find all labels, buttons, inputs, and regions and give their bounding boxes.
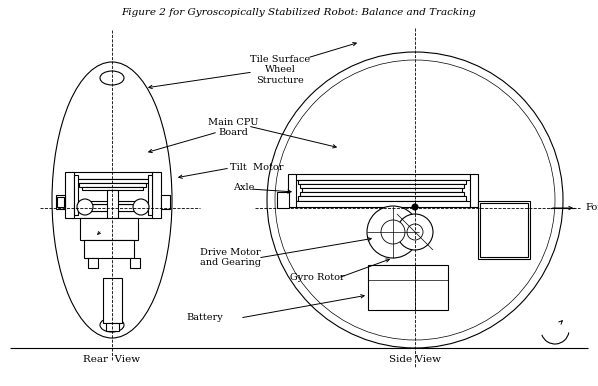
Bar (295, 174, 470, 180)
Text: Side View: Side View (389, 356, 441, 364)
Circle shape (77, 199, 93, 215)
Bar (300, 192, 464, 196)
Bar (107, 190, 118, 218)
Bar (76, 179, 150, 183)
Bar (300, 184, 464, 188)
Bar (368, 265, 448, 310)
Bar (72, 172, 154, 179)
Bar (65, 172, 74, 218)
Bar (76, 204, 150, 211)
Bar (480, 203, 528, 257)
Text: Forward: Forward (585, 203, 598, 213)
Bar (74, 175, 78, 215)
Bar (470, 174, 478, 207)
Ellipse shape (100, 71, 124, 85)
Text: Tile Surface
Wheel
Structure: Tile Surface Wheel Structure (250, 55, 310, 85)
Text: Gyro Rotor: Gyro Rotor (290, 274, 345, 283)
Bar (478, 201, 530, 259)
Bar (148, 175, 152, 215)
Bar (88, 258, 98, 268)
Circle shape (367, 206, 419, 258)
Circle shape (381, 220, 405, 244)
Bar (298, 196, 466, 201)
Text: Axle: Axle (233, 183, 254, 193)
Bar (295, 201, 470, 207)
Bar (302, 188, 462, 192)
Text: Rear  View: Rear View (84, 356, 141, 364)
Text: Drive Motor
and Gearing: Drive Motor and Gearing (200, 248, 261, 267)
Bar (72, 211, 154, 218)
Circle shape (275, 60, 555, 340)
Bar (103, 278, 122, 323)
Bar (277, 192, 289, 208)
Text: Battery: Battery (187, 313, 224, 322)
Bar (152, 172, 161, 218)
Bar (298, 180, 466, 184)
Circle shape (267, 52, 563, 348)
Circle shape (397, 214, 433, 250)
Bar (288, 174, 296, 207)
Bar (106, 323, 119, 331)
Circle shape (412, 204, 418, 210)
Ellipse shape (100, 318, 124, 332)
Bar (161, 195, 170, 209)
Bar (57, 197, 64, 207)
Bar (84, 240, 134, 258)
Ellipse shape (52, 62, 172, 338)
Text: Figure 2 for Gyroscopically Stabilized Robot: Balance and Tracking: Figure 2 for Gyroscopically Stabilized R… (121, 8, 477, 17)
Bar (56, 195, 65, 209)
Circle shape (407, 224, 423, 240)
Bar (82, 187, 143, 190)
Bar (130, 258, 140, 268)
Text: Main CPU
Board: Main CPU Board (208, 118, 258, 137)
Bar (79, 183, 146, 187)
Text: Tilt  Motor: Tilt Motor (230, 164, 283, 173)
Bar (80, 218, 138, 240)
Bar (79, 201, 146, 204)
Circle shape (133, 199, 149, 215)
